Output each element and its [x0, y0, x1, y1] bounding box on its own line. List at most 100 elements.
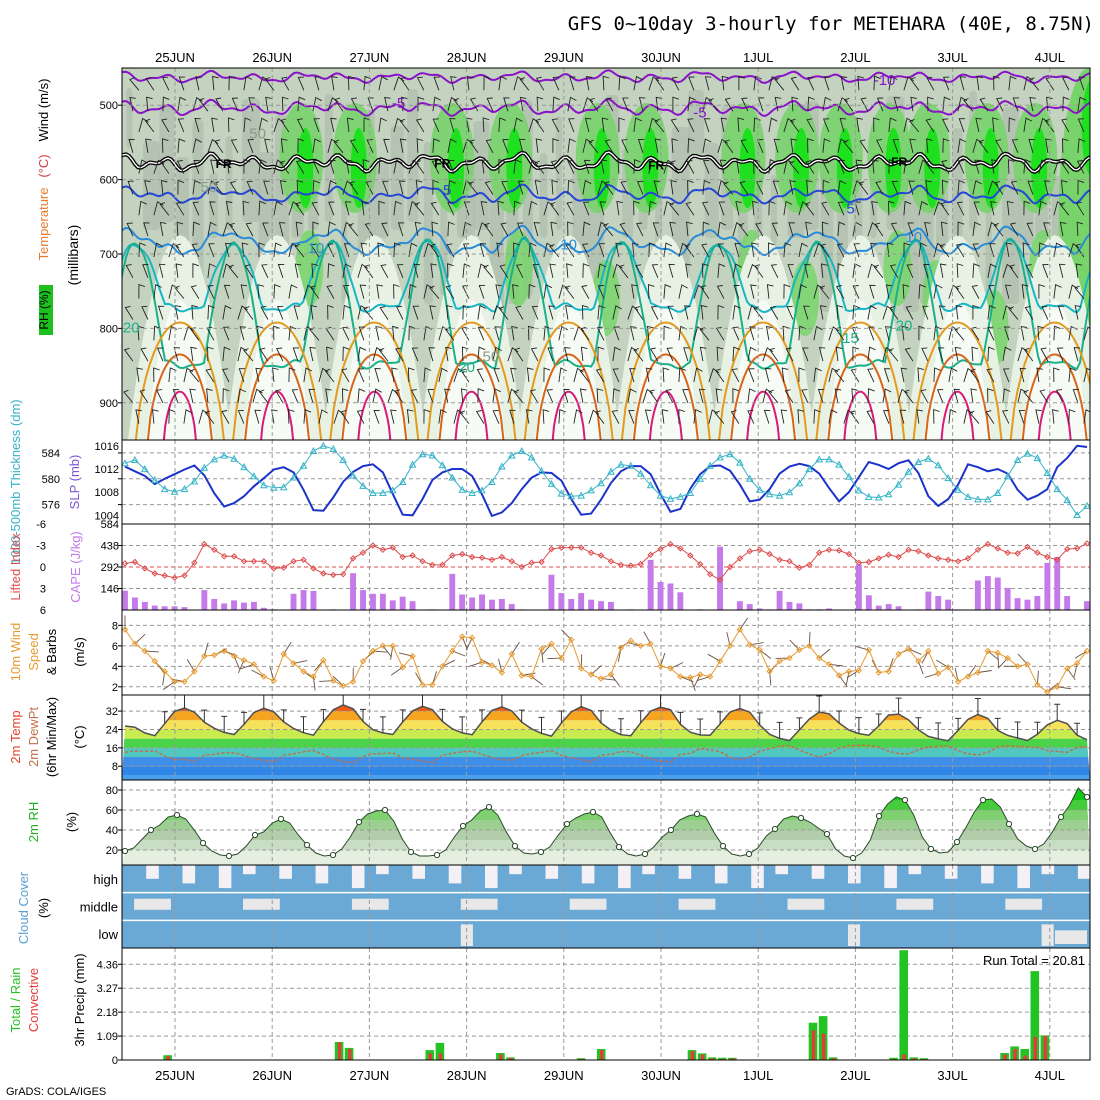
- wind-barb: [717, 304, 725, 320]
- minmax-whisker: [756, 712, 763, 725]
- thickness-point: [369, 488, 377, 496]
- cape-bar: [469, 597, 476, 610]
- contour-label: -5: [693, 105, 706, 122]
- lifted-index-point: [736, 555, 744, 562]
- wind-barb: [753, 159, 760, 174]
- wind-barb: [551, 179, 559, 195]
- wind-barb: [288, 367, 296, 383]
- wind-barb: [603, 223, 614, 237]
- precip-tick-label: 1.09: [97, 1031, 118, 1043]
- wind-barb: [702, 138, 712, 153]
- thickness-point: [1023, 449, 1032, 457]
- rh-point: [121, 847, 129, 855]
- wind-barb: [582, 243, 590, 258]
- wind-barb: [638, 97, 646, 112]
- wind-barb: [192, 221, 200, 237]
- cloud-middle-gap: [460, 898, 474, 910]
- cloud-middle-gap: [690, 898, 704, 910]
- wind-barb: [715, 368, 725, 383]
- wind-barb: [703, 118, 711, 133]
- wind-barb: [678, 408, 686, 424]
- temp-band: [122, 720, 1090, 730]
- wind-barb: [325, 388, 332, 403]
- wind-barb: [238, 368, 245, 383]
- wind-barb: [407, 367, 415, 383]
- thickness-point: [765, 490, 774, 498]
- wind-barb: [655, 77, 665, 91]
- wind-barb: [519, 77, 530, 91]
- wind-barb: [281, 76, 290, 91]
- wind-speed-point: [1024, 661, 1031, 668]
- wind-barb: [462, 243, 470, 258]
- lifted-index-point: [964, 555, 972, 562]
- wind-barb: [406, 409, 414, 424]
- wind-barb: [954, 346, 962, 362]
- wind-barb: [596, 388, 604, 403]
- wind-barb: [373, 409, 380, 424]
- wind-barb: [483, 222, 494, 237]
- wind-barb: [360, 242, 368, 258]
- temp-line: [124, 704, 1088, 742]
- precip-convective-bar: [1013, 1049, 1017, 1060]
- lifted-index-point: [1024, 543, 1031, 551]
- wind-barb: [431, 160, 440, 174]
- lifted-index-point: [369, 542, 377, 549]
- wind-barb: [909, 138, 916, 153]
- wind-barb: [603, 181, 614, 195]
- minmax-whisker: [697, 718, 704, 735]
- wind-barb: [447, 263, 454, 278]
- temp-tick-label: 32: [106, 706, 118, 718]
- date-label-bottom: 2JUL: [840, 1068, 870, 1083]
- wind-barb: [888, 75, 898, 91]
- cape-bar: [151, 605, 158, 610]
- cape-bar: [647, 559, 654, 610]
- wind-barb: [1053, 367, 1060, 383]
- lifted-index-point: [449, 552, 456, 559]
- minmax-whisker: [342, 695, 344, 705]
- wind-barb: [552, 96, 560, 112]
- wind-barb: [876, 97, 884, 112]
- wind-barb: [1023, 347, 1034, 362]
- wind-barb: [633, 75, 643, 91]
- wind-barb: [542, 409, 550, 424]
- lifted-index-point: [756, 546, 763, 554]
- wind-barb: [580, 346, 588, 362]
- temp-contour-minus5: [122, 98, 1090, 118]
- wind-barb: [192, 201, 200, 216]
- wind-barb: [926, 76, 935, 91]
- wind-barb: [631, 284, 638, 299]
- lifted-index-point: [617, 561, 625, 569]
- wind-barb: [1061, 118, 1070, 133]
- wind-barb: [296, 179, 304, 195]
- wind-barb: [843, 97, 854, 112]
- lifted-index-point: [657, 545, 664, 553]
- wind-barb: [288, 201, 300, 216]
- wind-barb: [678, 284, 688, 299]
- wind-barb: [565, 305, 572, 320]
- wind-speed-point: [439, 663, 446, 670]
- wind-barb: [492, 409, 500, 424]
- wind-barb: [535, 138, 543, 153]
- wind-barb: [309, 285, 320, 299]
- thickness-point: [934, 461, 943, 469]
- wind-speed-point: [201, 652, 208, 660]
- wind-barb: [678, 367, 686, 383]
- temp-units-label: (°C): [72, 725, 87, 748]
- lifted-index-point: [855, 559, 863, 566]
- minmax-whisker: [677, 711, 684, 725]
- wind-barb: [613, 326, 620, 341]
- wind-barb: [957, 221, 965, 237]
- wind-barb: [1038, 200, 1047, 216]
- rh-point: [615, 843, 623, 851]
- wind-barb: [821, 221, 829, 237]
- wind-barb-10m: [162, 681, 175, 691]
- wind-barb: [908, 180, 915, 195]
- wind-barb: [804, 263, 811, 278]
- wind-barb: [566, 263, 573, 278]
- wind-barb: [882, 410, 890, 424]
- wind-barb: [1019, 367, 1027, 383]
- rh-point: [537, 848, 545, 856]
- lifted-index-point: [885, 551, 892, 559]
- wind-barb: [903, 159, 913, 174]
- minmax-whisker: [263, 695, 265, 709]
